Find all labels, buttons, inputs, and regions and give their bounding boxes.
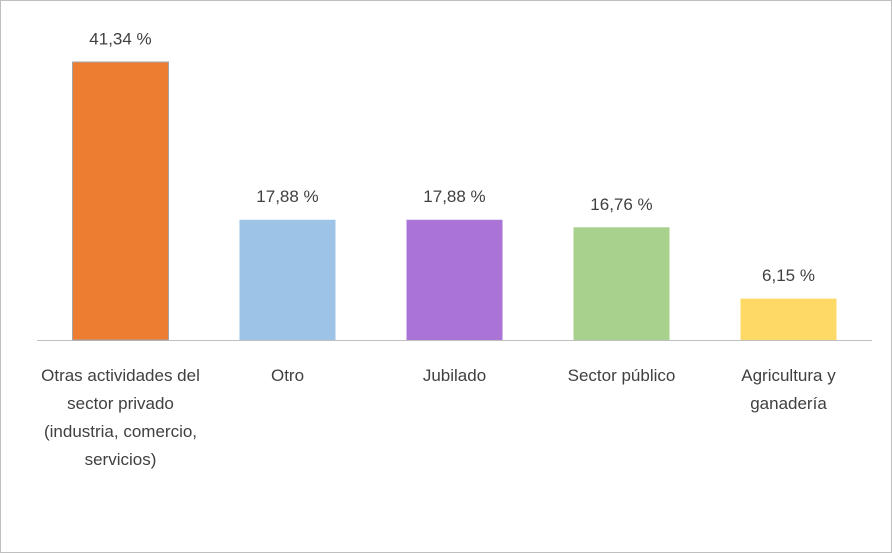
value-label: 16,76 % xyxy=(590,195,652,214)
value-label: 41,34 % xyxy=(89,29,151,48)
value-label: 6,15 % xyxy=(762,266,815,285)
bar xyxy=(740,298,837,340)
bar xyxy=(406,219,503,340)
x-tick-label: Agricultura y ganadería xyxy=(741,366,836,413)
x-tick-label: Otras actividades del sector privado (in… xyxy=(41,366,200,469)
x-tick-label: Otro xyxy=(270,366,305,385)
bar xyxy=(239,219,336,340)
bar xyxy=(72,61,169,341)
x-tick-label: Sector público xyxy=(567,366,676,385)
x-tick-label: Jubilado xyxy=(422,366,487,385)
bar xyxy=(573,227,670,340)
value-label: 17,88 % xyxy=(256,187,318,206)
value-label: 17,88 % xyxy=(423,187,485,206)
